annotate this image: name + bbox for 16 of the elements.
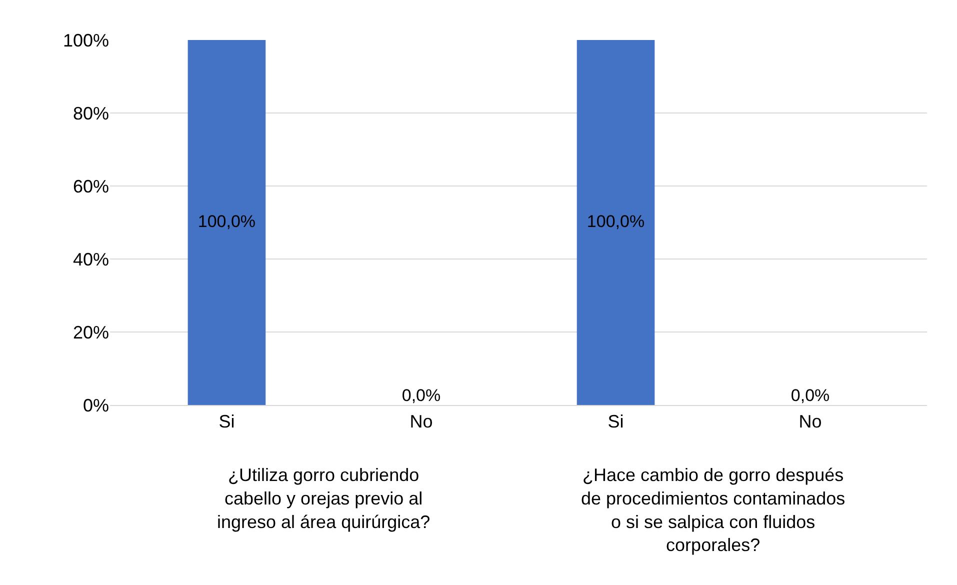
data-label: 100,0% [586,212,645,231]
y-tick-label: 20% [72,322,109,342]
text: ¿Utiliza gorro cubriendo cabello y orejas previo al ingreso al área quirúrgica? [217,465,430,532]
x-tick-label: Si [608,412,624,432]
y-tick-label: 100% [62,30,109,50]
x-tick-label: No [410,412,433,432]
y-tick-label: 40% [72,249,109,270]
y-tick-label: 60% [72,176,109,196]
x-tick-label: Si [218,412,235,432]
x-tick-label: No [798,412,822,432]
y-tick-label: 80% [72,103,109,124]
text: ¿Hace cambio de gorro después de procedimientos contaminados o si se salpica con fluidos corporales? [581,465,846,556]
data-label: 0,0% [402,386,441,405]
y-tick-label: 0% [82,395,109,416]
data-label: 0,0% [790,386,830,405]
data-label: 100,0% [198,212,256,231]
